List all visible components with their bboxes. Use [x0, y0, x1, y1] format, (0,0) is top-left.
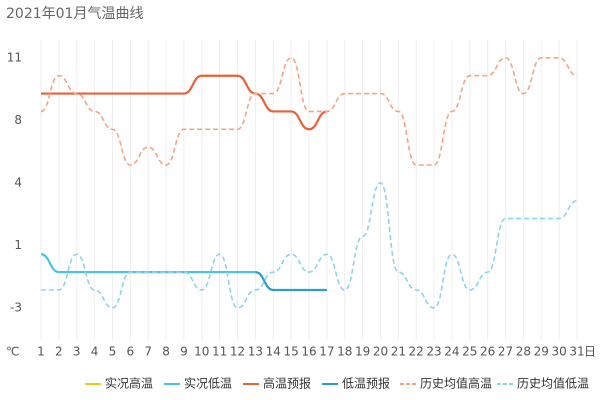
x-unit: 日 [584, 345, 596, 359]
series-line [255, 271, 327, 292]
x-tick-label: 21 [391, 345, 406, 359]
legend-label: 高温预报 [263, 376, 311, 391]
x-tick-label: 31 [569, 345, 584, 359]
x-tick-label: 23 [426, 345, 441, 359]
y-tick-label: 1 [14, 238, 22, 252]
series-line [40, 57, 578, 166]
x-tick-label: 1 [37, 345, 45, 359]
x-tick-label: 13 [248, 345, 263, 359]
series-line [41, 74, 328, 131]
x-tick-label: 12 [230, 345, 245, 359]
x-tick-label: 26 [480, 345, 495, 359]
x-tick-label: 4 [91, 345, 99, 359]
y-tick-label: 4 [14, 175, 22, 189]
x-tick-label: 30 [551, 345, 566, 359]
x-tick-label: 11 [212, 345, 227, 359]
legend-label: 实况低温 [184, 376, 232, 391]
x-tick-label: 10 [194, 345, 209, 359]
chart-title: 2021年01月气温曲线 [6, 6, 143, 22]
x-tick-label: 6 [127, 345, 135, 359]
y-tick-label: 8 [14, 113, 22, 127]
x-tick-label: 19 [355, 345, 370, 359]
legend-label: 历史均值低温 [517, 376, 589, 391]
x-tick-label: 20 [373, 345, 388, 359]
x-tick-label: 22 [409, 345, 424, 359]
y-unit: ℃ [6, 345, 19, 359]
y-tick-label: -3 [10, 300, 22, 314]
legend-label: 实况高温 [105, 376, 153, 391]
x-tick-label: 5 [109, 345, 117, 359]
x-tick-label: 3 [73, 345, 81, 359]
x-tick-label: 15 [283, 345, 298, 359]
x-tick-label: 28 [516, 345, 531, 359]
x-tick-label: 24 [444, 345, 459, 359]
x-tick-label: 18 [337, 345, 352, 359]
x-tick-label: 27 [498, 345, 513, 359]
x-tick-label: 14 [266, 345, 281, 359]
x-tick-label: 9 [180, 345, 188, 359]
x-tick-label: 2 [55, 345, 63, 359]
x-tick-label: 7 [144, 345, 152, 359]
y-tick-label: 11 [7, 50, 22, 64]
series-line [41, 182, 578, 309]
x-tick-label: 29 [534, 345, 549, 359]
legend-label: 低温预报 [342, 376, 390, 391]
x-tick-label: 16 [301, 345, 316, 359]
legend-label: 历史均值高温 [420, 376, 492, 391]
x-tick-label: 25 [462, 345, 477, 359]
x-tick-label: 17 [319, 345, 334, 359]
x-tick-label: 8 [162, 345, 170, 359]
